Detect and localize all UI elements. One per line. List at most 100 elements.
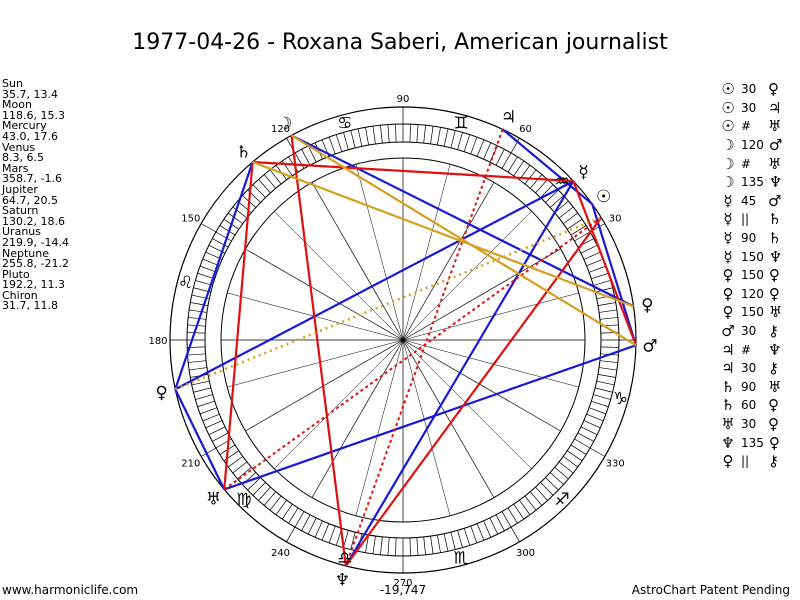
aspect-planet-2: ♀ bbox=[768, 433, 780, 452]
degree-tick bbox=[205, 420, 223, 429]
aspect-row: ☿ 90 ♄ bbox=[720, 229, 800, 248]
degree-tick bbox=[301, 149, 311, 166]
degree-tick bbox=[530, 491, 543, 506]
degree-tick bbox=[558, 206, 574, 219]
degree-tick bbox=[335, 134, 343, 152]
degree-tick bbox=[593, 280, 611, 286]
aspect-row: ♃ # ♆ bbox=[720, 340, 800, 359]
degree-tick bbox=[463, 528, 471, 546]
degree-tick bbox=[294, 511, 305, 528]
aspect-row: ☉ 30 ♀ bbox=[720, 80, 800, 99]
degree-tick bbox=[513, 160, 525, 177]
degree-tick bbox=[258, 179, 271, 194]
degree-tick bbox=[275, 499, 287, 515]
degree-tick bbox=[409, 537, 411, 556]
degree-tick bbox=[328, 525, 336, 544]
degree-tick bbox=[189, 367, 207, 371]
aspect-planet-1: ♄ bbox=[721, 396, 735, 415]
degree-tick bbox=[443, 533, 449, 552]
mercury-icon: ☿ bbox=[578, 163, 588, 183]
aspect-line bbox=[174, 180, 574, 391]
planet-coords-pluto: 192.2, 11.3 bbox=[2, 278, 65, 292]
aspect-row: ☽ # ♅ bbox=[720, 154, 800, 173]
aquarius-icon: ♒ bbox=[554, 172, 569, 192]
aspect-planet-2: ♂ bbox=[768, 191, 782, 210]
degree-tick bbox=[476, 523, 485, 541]
degree-tick bbox=[350, 532, 356, 550]
aspect-angle: # bbox=[741, 156, 752, 171]
degree-tick bbox=[586, 258, 604, 267]
degree-tick bbox=[540, 184, 554, 198]
degree-tick bbox=[343, 530, 349, 548]
degree-tick bbox=[395, 124, 397, 143]
minor-spoke bbox=[355, 164, 404, 341]
aspect-angle: || bbox=[741, 454, 750, 469]
aspect-angle: 30 bbox=[741, 361, 757, 376]
aspect-row: ♀ 150 ♀ bbox=[720, 266, 800, 285]
planet-coords-jupiter: 64.7, 20.5 bbox=[2, 193, 58, 207]
degree-tick bbox=[307, 517, 317, 535]
degree-tick bbox=[189, 309, 207, 313]
degree-tick bbox=[570, 444, 587, 455]
degree-tick bbox=[365, 534, 369, 553]
degree-tick bbox=[450, 532, 456, 550]
patent-notice: AstroChart Patent Pending bbox=[631, 583, 790, 597]
website-link[interactable]: www.harmoniclife.com bbox=[2, 583, 139, 597]
aspect-planet-2: ♆ bbox=[768, 247, 783, 266]
degree-label-330: 330 bbox=[606, 459, 625, 470]
aspect-planet-2: ♅ bbox=[768, 117, 782, 136]
aspect-planet-2: ♀ bbox=[768, 80, 779, 99]
house-spoke bbox=[402, 248, 561, 341]
house-spoke bbox=[402, 339, 495, 498]
aspect-angle: # bbox=[741, 119, 752, 134]
degree-tick bbox=[519, 499, 531, 515]
aspect-planet-2: ♄ bbox=[768, 229, 782, 248]
degree-tick bbox=[430, 536, 434, 554]
cancer-icon: ♋ bbox=[337, 114, 352, 134]
minor-spoke bbox=[227, 339, 404, 388]
degree-tick bbox=[197, 400, 215, 408]
minor-spoke bbox=[402, 292, 579, 341]
degree-tick bbox=[566, 218, 583, 230]
aspect-row: ♆ 135 ♀ bbox=[720, 433, 800, 452]
planet-coords-moon: 118.6, 15.3 bbox=[2, 108, 65, 122]
degree-tick bbox=[314, 520, 323, 538]
degree-tick bbox=[495, 149, 505, 166]
capricorn-icon: ♑ bbox=[613, 389, 628, 409]
degree-tick bbox=[269, 169, 282, 185]
aspect-planet-2: ♀ bbox=[768, 396, 779, 415]
degree-tick bbox=[457, 530, 463, 548]
aspect-line bbox=[252, 160, 574, 183]
sign-divider bbox=[510, 526, 520, 542]
degree-tick bbox=[501, 511, 512, 528]
degree-tick bbox=[596, 380, 615, 386]
degree-tick bbox=[535, 179, 548, 194]
degree-tick bbox=[574, 438, 591, 449]
degree-tick bbox=[562, 456, 578, 468]
mars-icon: ♂ bbox=[642, 337, 657, 357]
degree-tick bbox=[554, 467, 569, 480]
sign-divider bbox=[589, 447, 605, 457]
minor-spoke bbox=[402, 211, 532, 341]
degree-tick bbox=[328, 136, 336, 155]
degree-tick bbox=[252, 482, 266, 496]
aspect-angle: 90 bbox=[741, 231, 757, 246]
aspect-line bbox=[174, 388, 226, 490]
planet-name-mercury: Mercury bbox=[2, 119, 47, 133]
degree-tick bbox=[301, 514, 311, 531]
aspect-row: ☉ 30 ♃ bbox=[720, 99, 800, 118]
aspect-planet-1: ☽ bbox=[721, 173, 735, 192]
aspect-row: ☿ || ♄ bbox=[720, 210, 800, 229]
degree-tick bbox=[258, 486, 271, 501]
aspect-row: ☽ 135 ♆ bbox=[720, 173, 800, 192]
planet-name-uranus: Uranus bbox=[2, 225, 41, 239]
degree-tick bbox=[483, 520, 492, 538]
degree-tick bbox=[586, 413, 604, 422]
degree-tick bbox=[197, 272, 215, 280]
degree-tick bbox=[501, 152, 512, 169]
degree-tick bbox=[599, 309, 617, 313]
house-spoke bbox=[402, 182, 495, 341]
aspect-angle: 30 bbox=[741, 100, 757, 115]
planet-name-chiron: Chiron bbox=[2, 288, 38, 302]
